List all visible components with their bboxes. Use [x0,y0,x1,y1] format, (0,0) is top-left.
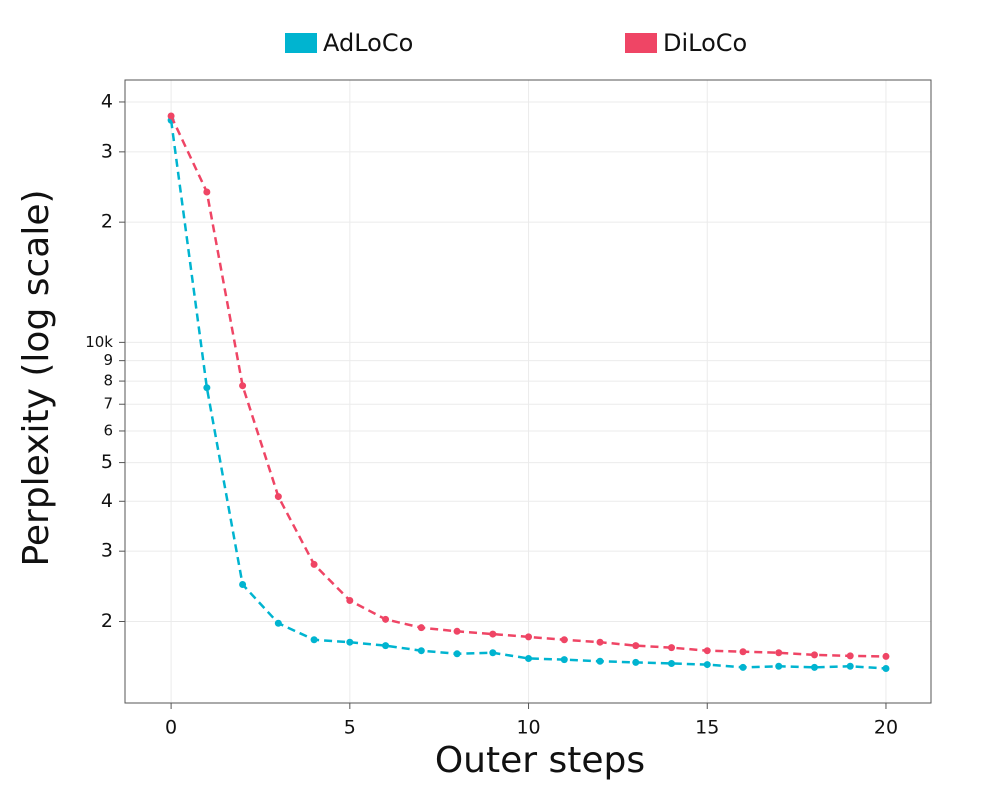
data-point [846,652,854,660]
data-point [274,493,282,501]
data-point [810,663,818,671]
data-point [632,642,640,650]
data-point [382,615,390,623]
y-tick-label: 3 [101,140,113,162]
legend-swatch [285,33,317,53]
data-point [596,638,604,646]
y-tick-label: 2 [101,211,113,233]
data-point [846,662,854,670]
data-point [632,658,640,666]
data-point [346,638,354,646]
data-point [417,624,425,632]
data-point [739,648,747,656]
data-point [417,647,425,655]
data-point [203,384,211,392]
data-point [739,663,747,671]
plot-frame [124,79,932,704]
data-point [310,636,318,644]
data-point [453,650,461,658]
data-point [775,662,783,670]
y-tick-label: 7 [103,395,113,413]
data-point [596,657,604,665]
data-point [525,654,533,662]
data-point [310,560,318,568]
data-point [525,633,533,641]
y-tick-label: 5 [101,451,113,473]
y-tick-label: 8 [103,372,113,390]
data-point [239,581,247,589]
data-point [703,647,711,655]
data-point [489,630,497,638]
data-point [775,649,783,657]
grid [125,80,931,703]
data-point [382,642,390,650]
data-point [560,656,568,664]
y-tick-label: 2 [101,610,113,632]
x-tick-label: 10 [516,717,540,739]
data-point [703,661,711,669]
x-tick-label: 20 [874,717,898,739]
data-point [274,619,282,627]
data-point [668,644,676,652]
data-point [668,659,676,667]
x-tick-label: 0 [165,717,177,739]
y-tick-label: 4 [101,90,113,112]
series-line [169,120,887,670]
data-point [203,188,211,196]
legend-swatch [625,33,657,53]
data-point [346,597,354,605]
data-point [453,627,461,635]
x-axis-title: Outer steps [435,740,645,781]
data-point [560,636,568,644]
y-tick-label: 6 [103,421,113,439]
y-tick-label: 9 [103,351,113,369]
data-point [167,112,175,120]
data-point [489,649,497,657]
data-point [882,652,890,660]
data-point [239,382,247,390]
data-point [882,665,890,673]
y-axis-title: Perplexity (log scale) [16,189,57,566]
legend-label: AdLoCo [323,29,413,57]
data-point [810,651,818,659]
y-tick-label: 4 [101,490,113,512]
y-tick-label: 10k [85,333,113,351]
x-tick-label: 15 [695,717,719,739]
y-tick-label: 3 [101,540,113,562]
legend-label: DiLoCo [663,29,747,57]
x-tick-label: 5 [344,717,356,739]
